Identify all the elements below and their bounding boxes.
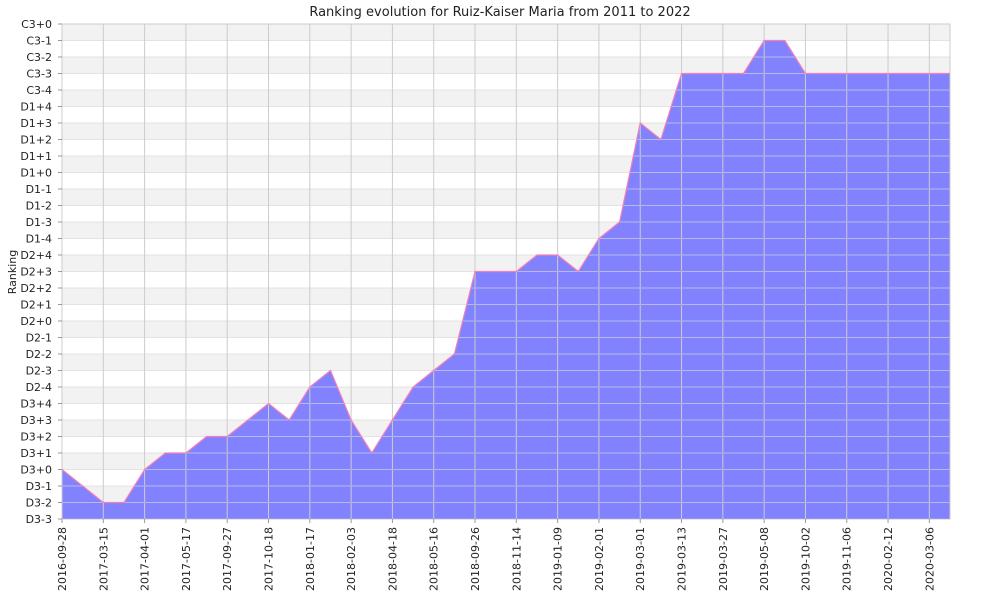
- y-tick-label: C3-4: [26, 84, 52, 97]
- y-tick-label: D2-4: [26, 381, 52, 394]
- y-tick-label: C3-2: [26, 51, 52, 64]
- x-tick-label: 2019-03-27: [717, 527, 730, 591]
- y-tick-label: D1-1: [26, 183, 52, 196]
- y-tick-label: D1+0: [20, 167, 52, 180]
- y-tick-label: D2+2: [20, 282, 52, 295]
- grid-lines: [61, 23, 951, 520]
- y-tick-label: D3+2: [20, 431, 52, 444]
- x-tick-label: 2018-09-26: [469, 527, 482, 591]
- x-tick-label: 2016-09-28: [56, 527, 69, 591]
- x-axis-ticks: 2016-09-28 2017-03-15 2017-04-01 2017-05-17…: [56, 519, 936, 591]
- y-axis-label: Ranking: [6, 250, 19, 295]
- y-tick-label: D2-1: [26, 332, 52, 345]
- y-tick-label: D1+3: [20, 117, 52, 130]
- y-tick-label: D1+1: [20, 150, 52, 163]
- y-tick-label: D2-2: [26, 348, 52, 361]
- grid-band: [62, 40, 950, 57]
- y-tick-label: D3+1: [20, 447, 52, 460]
- y-tick-label: D1-4: [26, 233, 52, 246]
- y-tick-label: D2+1: [20, 299, 52, 312]
- y-tick-label: C3-1: [26, 35, 52, 48]
- x-tick-label: 2018-11-14: [510, 527, 523, 591]
- x-tick-label: 2019-02-01: [593, 527, 606, 591]
- x-tick-label: 2017-09-27: [221, 527, 234, 591]
- x-tick-label: 2020-03-06: [923, 527, 936, 591]
- ranking-line: [61, 39, 950, 504]
- y-tick-label: D3+3: [20, 414, 52, 427]
- grid-band: [62, 24, 950, 41]
- x-tick-label: 2020-02-12: [882, 527, 895, 591]
- chart-title: Ranking evolution for Ruiz-Kaiser Maria …: [309, 5, 690, 20]
- ranking-area: [62, 40, 950, 519]
- y-tick-label: C3+0: [21, 18, 52, 31]
- y-tick-label: D2+4: [20, 249, 52, 262]
- x-tick-label: 2017-10-18: [263, 527, 276, 591]
- y-tick-label: D1+2: [20, 134, 52, 147]
- x-tick-label: 2018-01-17: [304, 527, 317, 591]
- y-tick-label: D3-1: [26, 480, 52, 493]
- y-tick-label: C3-3: [26, 68, 52, 81]
- x-tick-label: 2019-03-01: [634, 527, 647, 591]
- x-tick-label: 2018-02-03: [345, 527, 358, 591]
- y-tick-label: D1-2: [26, 200, 52, 213]
- y-tick-label: D3-2: [26, 497, 52, 510]
- y-tick-label: D3-3: [26, 513, 52, 526]
- y-tick-label: D1+4: [20, 101, 52, 114]
- y-axis-ticks: D3-3 D3-2 D3-1 D3+0 D3+1 D3+2 D3+3 D3+4 D2-4 D2-3…: [20, 18, 62, 526]
- y-tick-label: D3+4: [20, 398, 52, 411]
- x-tick-label: 2017-03-15: [97, 527, 110, 591]
- x-tick-label: 2018-04-18: [386, 527, 399, 591]
- x-tick-label: 2019-10-02: [799, 527, 812, 591]
- x-tick-label: 2019-05-08: [758, 527, 771, 591]
- x-tick-label: 2019-11-06: [841, 527, 854, 591]
- y-tick-label: D3+0: [20, 464, 52, 477]
- y-tick-label: D2-3: [26, 365, 52, 378]
- y-tick-label: D2+3: [20, 266, 52, 279]
- x-tick-label: 2019-01-09: [552, 527, 565, 591]
- x-tick-label: 2019-03-13: [676, 527, 689, 591]
- y-tick-label: D2+0: [20, 315, 52, 328]
- x-tick-label: 2018-05-16: [428, 527, 441, 591]
- y-tick-label: D1-3: [26, 216, 52, 229]
- x-tick-label: 2017-05-17: [180, 527, 193, 591]
- x-tick-label: 2017-04-01: [139, 527, 152, 591]
- grid-band: [62, 57, 950, 74]
